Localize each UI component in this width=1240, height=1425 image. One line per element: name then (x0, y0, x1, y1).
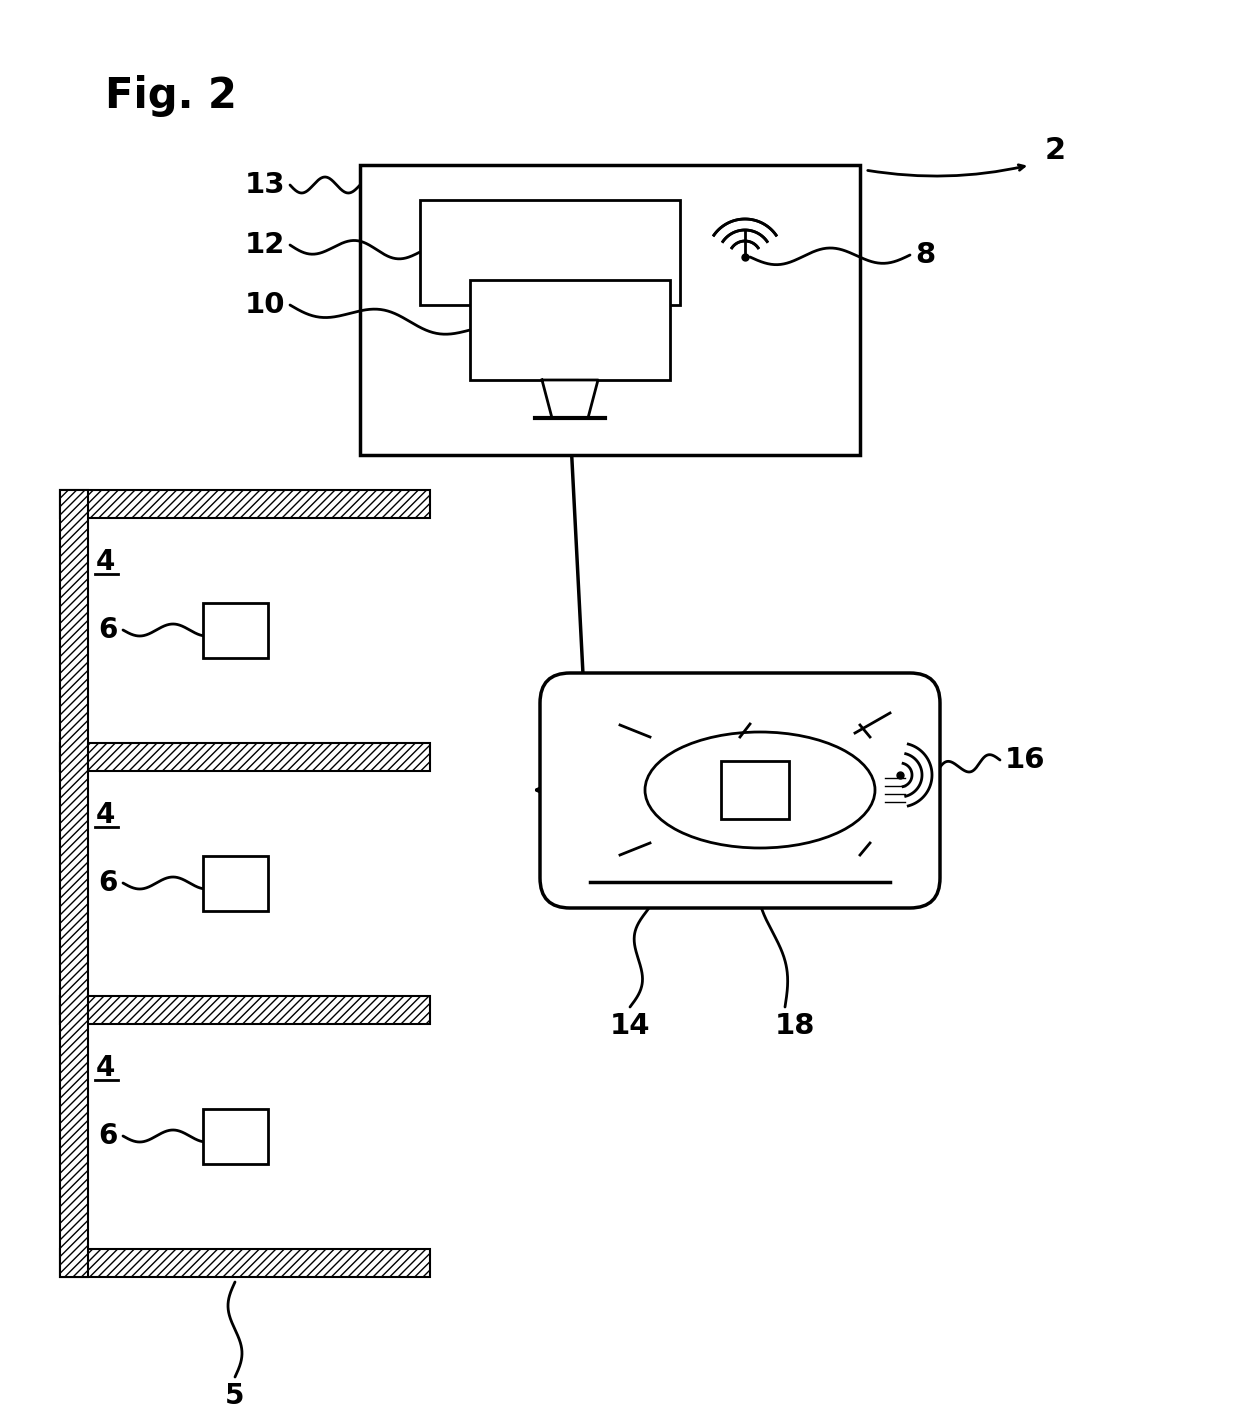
Bar (60, 742, 430, 771)
Text: 6: 6 (99, 869, 118, 896)
Bar (203, 856, 268, 911)
Text: 14: 14 (610, 1012, 650, 1040)
Bar (60, 490, 430, 519)
FancyBboxPatch shape (539, 673, 940, 908)
Bar (203, 1109, 268, 1164)
Bar (60, 1248, 430, 1277)
Text: 13: 13 (244, 171, 285, 200)
Text: 16: 16 (1004, 747, 1045, 774)
Bar (360, 165, 861, 455)
Text: Fig. 2: Fig. 2 (105, 76, 237, 117)
Text: 6: 6 (99, 616, 118, 644)
Text: 5: 5 (226, 1382, 244, 1409)
Bar (470, 279, 670, 380)
Text: 12: 12 (244, 231, 285, 259)
Bar (60, 490, 88, 1277)
Text: 10: 10 (244, 291, 285, 319)
Text: 4: 4 (95, 549, 115, 576)
Bar (203, 603, 268, 658)
Text: 4: 4 (95, 1054, 115, 1082)
Text: 8: 8 (915, 241, 935, 269)
Text: 2: 2 (1045, 135, 1066, 164)
Text: 6: 6 (99, 1121, 118, 1150)
Polygon shape (542, 380, 598, 418)
Bar (60, 996, 430, 1025)
Bar (420, 200, 680, 305)
Bar (720, 761, 789, 819)
Text: 18: 18 (775, 1012, 815, 1040)
Text: 4: 4 (95, 801, 115, 829)
Ellipse shape (645, 732, 875, 848)
